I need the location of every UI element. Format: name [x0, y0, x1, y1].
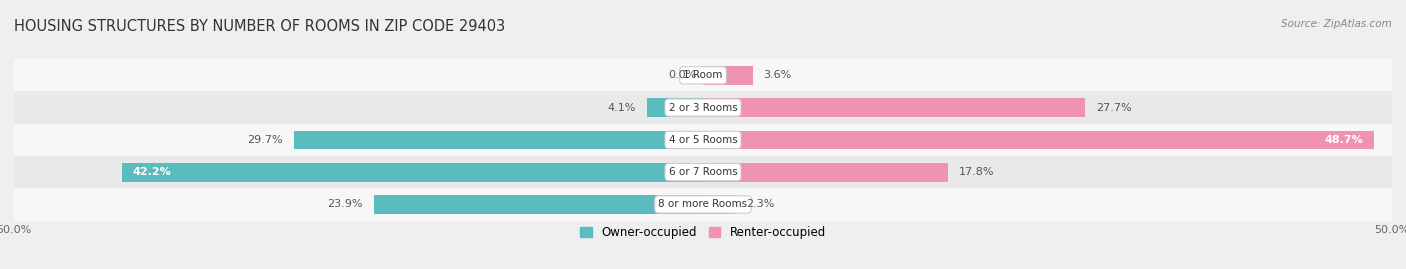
Bar — [14, 91, 1392, 124]
Bar — [703, 163, 948, 182]
Bar — [14, 124, 1392, 156]
Bar — [703, 66, 752, 85]
Bar — [294, 130, 703, 149]
Legend: Owner-occupied, Renter-occupied: Owner-occupied, Renter-occupied — [575, 221, 831, 244]
Text: 27.7%: 27.7% — [1095, 102, 1132, 113]
Text: 2 or 3 Rooms: 2 or 3 Rooms — [669, 102, 737, 113]
Bar — [121, 163, 703, 182]
Bar — [703, 130, 1374, 149]
Text: 8 or more Rooms: 8 or more Rooms — [658, 199, 748, 210]
Bar — [647, 98, 703, 117]
Bar — [14, 59, 1392, 91]
Text: 4.1%: 4.1% — [607, 102, 636, 113]
Text: 23.9%: 23.9% — [328, 199, 363, 210]
Text: 48.7%: 48.7% — [1324, 135, 1362, 145]
Text: 4 or 5 Rooms: 4 or 5 Rooms — [669, 135, 737, 145]
Text: 17.8%: 17.8% — [959, 167, 995, 177]
Bar — [14, 156, 1392, 188]
Bar — [703, 98, 1084, 117]
Text: 3.6%: 3.6% — [763, 70, 792, 80]
Text: 29.7%: 29.7% — [247, 135, 283, 145]
Text: 6 or 7 Rooms: 6 or 7 Rooms — [669, 167, 737, 177]
Text: 42.2%: 42.2% — [132, 167, 172, 177]
Bar — [14, 188, 1392, 221]
Bar — [703, 195, 735, 214]
Text: 1 Room: 1 Room — [683, 70, 723, 80]
Text: HOUSING STRUCTURES BY NUMBER OF ROOMS IN ZIP CODE 29403: HOUSING STRUCTURES BY NUMBER OF ROOMS IN… — [14, 19, 505, 34]
Text: 0.0%: 0.0% — [668, 70, 696, 80]
Bar — [374, 195, 703, 214]
Text: Source: ZipAtlas.com: Source: ZipAtlas.com — [1281, 19, 1392, 29]
Text: 2.3%: 2.3% — [745, 199, 775, 210]
